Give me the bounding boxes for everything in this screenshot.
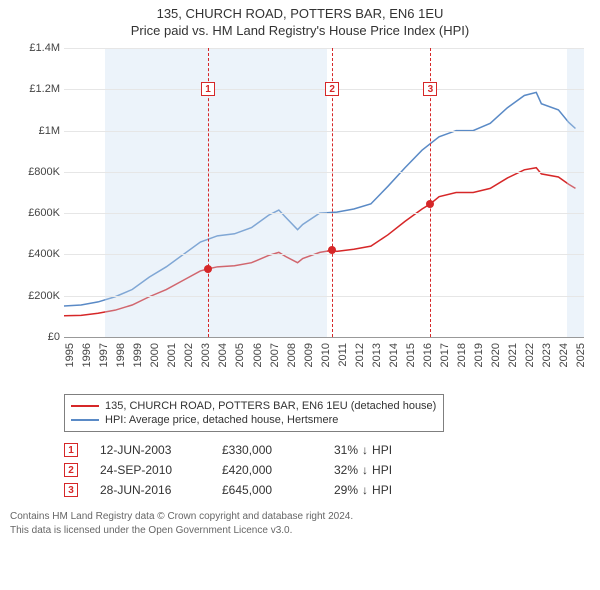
y-axis-label: £1.4M [10, 42, 60, 54]
legend-swatch [71, 405, 99, 407]
legend: 135, CHURCH ROAD, POTTERS BAR, EN6 1EU (… [64, 394, 444, 432]
title-block: 135, CHURCH ROAD, POTTERS BAR, EN6 1EU P… [0, 0, 600, 38]
event-diff-label: HPI [372, 463, 392, 477]
down-arrow-icon: ↓ [362, 483, 368, 497]
legend-label: 135, CHURCH ROAD, POTTERS BAR, EN6 1EU (… [105, 400, 436, 412]
event-diff: 31% ↓ HPI [334, 443, 392, 457]
events-table: 1 12-JUN-2003 £330,000 31% ↓ HPI 2 24-SEP-2010 £… [64, 440, 590, 500]
event-dot [426, 200, 434, 208]
plot-area: £0£200K£400K£600K£800K£1M£1.2M£1.4M19951… [64, 48, 584, 338]
event-dot [204, 265, 212, 273]
event-price: £330,000 [222, 443, 312, 457]
legend-label: HPI: Average price, detached house, Hert… [105, 414, 338, 426]
chart: £0£200K£400K£600K£800K£1M£1.2M£1.4M19951… [10, 48, 590, 388]
y-gridline [64, 296, 584, 297]
y-gridline [64, 131, 584, 132]
y-axis-label: £400K [10, 248, 60, 260]
y-axis-label: £200K [10, 290, 60, 302]
event-number-box: 2 [64, 463, 78, 477]
event-row: 1 12-JUN-2003 £330,000 31% ↓ HPI [64, 440, 590, 460]
event-number-box: 1 [64, 443, 78, 457]
y-gridline [64, 337, 584, 338]
y-gridline [64, 89, 584, 90]
y-axis-label: £1.2M [10, 83, 60, 95]
event-row: 3 28-JUN-2016 £645,000 29% ↓ HPI [64, 480, 590, 500]
event-date: 24-SEP-2010 [100, 463, 200, 477]
y-gridline [64, 172, 584, 173]
footer-line2: This data is licensed under the Open Gov… [10, 524, 590, 538]
y-axis-label: £800K [10, 166, 60, 178]
down-arrow-icon: ↓ [362, 463, 368, 477]
title-subtitle: Price paid vs. HM Land Registry's House … [0, 23, 600, 38]
legend-item: HPI: Average price, detached house, Hert… [71, 413, 437, 427]
event-price: £645,000 [222, 483, 312, 497]
y-gridline [64, 48, 584, 49]
event-diff: 29% ↓ HPI [334, 483, 392, 497]
legend-item: 135, CHURCH ROAD, POTTERS BAR, EN6 1EU (… [71, 399, 437, 413]
y-axis-label: £600K [10, 207, 60, 219]
footer: Contains HM Land Registry data © Crown c… [10, 510, 590, 537]
event-marker-box: 3 [423, 82, 437, 96]
event-diff: 32% ↓ HPI [334, 463, 392, 477]
y-axis-label: £0 [10, 331, 60, 343]
event-dot [328, 246, 336, 254]
event-date: 12-JUN-2003 [100, 443, 200, 457]
vertical-band [105, 48, 327, 337]
event-diff-label: HPI [372, 443, 392, 457]
down-arrow-icon: ↓ [362, 443, 368, 457]
event-price: £420,000 [222, 463, 312, 477]
vertical-band [567, 48, 584, 337]
event-date: 28-JUN-2016 [100, 483, 200, 497]
event-diff-pct: 29% [334, 483, 358, 497]
event-row: 2 24-SEP-2010 £420,000 32% ↓ HPI [64, 460, 590, 480]
event-number-box: 3 [64, 483, 78, 497]
footer-line1: Contains HM Land Registry data © Crown c… [10, 510, 590, 524]
event-marker-box: 2 [325, 82, 339, 96]
y-gridline [64, 213, 584, 214]
y-axis-label: £1M [10, 125, 60, 137]
legend-swatch [71, 419, 99, 421]
event-diff-pct: 31% [334, 443, 358, 457]
title-address: 135, CHURCH ROAD, POTTERS BAR, EN6 1EU [0, 6, 600, 21]
event-diff-pct: 32% [334, 463, 358, 477]
event-diff-label: HPI [372, 483, 392, 497]
event-marker-box: 1 [201, 82, 215, 96]
y-gridline [64, 254, 584, 255]
